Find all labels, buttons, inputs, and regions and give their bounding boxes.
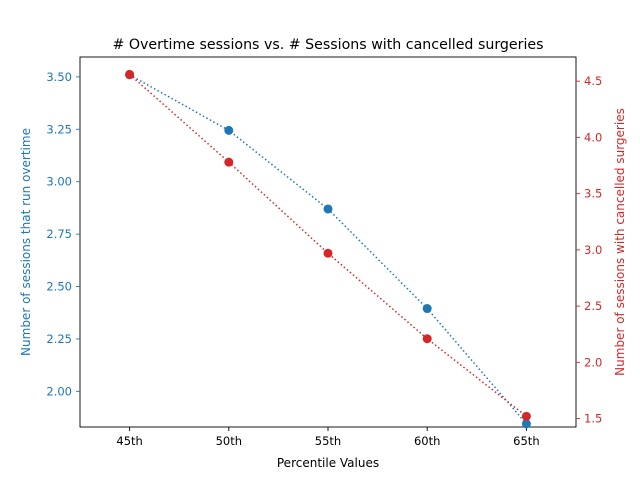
series-1-point	[422, 304, 432, 314]
x-tick-label: 65th	[513, 434, 539, 448]
x-axis-label: Percentile Values	[277, 456, 379, 470]
y-left-tick-label: 2.50	[46, 280, 72, 294]
y-right-tick-label: 2.5	[584, 299, 602, 313]
y-left-tick-label: 2.75	[46, 227, 72, 241]
y-right-tick-label: 3.0	[584, 243, 602, 257]
x-tick-label: 50th	[216, 434, 242, 448]
x-tick-label: 45th	[116, 434, 142, 448]
y-right-tick-label: 1.5	[584, 412, 602, 426]
series-1-point	[224, 125, 234, 135]
series-1-point	[323, 204, 333, 214]
x-tick-label: 60th	[414, 434, 440, 448]
plot-frame	[79, 56, 577, 428]
y-right-tick-label: 3.5	[584, 187, 602, 201]
plot-area: 45th 50th 55th 60th 65th 2.00 2.25 2.50 2.75 3.00…	[46, 56, 602, 448]
series-2-point	[224, 157, 234, 167]
y-axis-left-label: Number of sessions that run overtime	[19, 128, 33, 356]
y-left-tick-label: 2.00	[46, 384, 72, 398]
series-2-point	[422, 334, 432, 344]
series-2-point	[521, 411, 531, 421]
y-right-tick-label: 2.0	[584, 355, 602, 369]
x-tick-label: 55th	[315, 434, 341, 448]
y-left-tick-label: 3.00	[46, 175, 72, 189]
y-left-tick-label: 2.25	[46, 332, 72, 346]
y-axis-right-label: Number of sessions with cancelled surger…	[613, 108, 627, 376]
series-2-line	[129, 73, 527, 417]
series-2-point	[323, 248, 333, 258]
chart-title: # Overtime sessions vs. # Sessions with …	[112, 37, 543, 53]
y-left-tick-label: 3.25	[46, 122, 72, 136]
y-right-tick-label: 4.0	[584, 130, 602, 144]
series-2-point	[125, 69, 135, 79]
y-right-tick-label: 4.5	[584, 74, 602, 88]
y-left-tick-label: 3.50	[46, 70, 72, 84]
series-1-point	[521, 419, 531, 429]
